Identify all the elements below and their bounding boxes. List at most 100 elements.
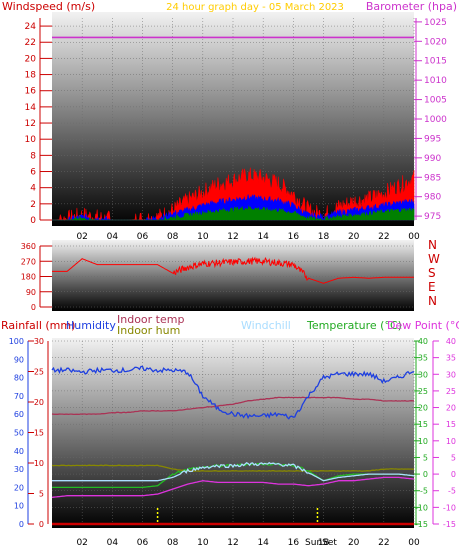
dew-point-label: Dew Point (°C): [387, 319, 459, 332]
wind-x-axis: 02 04 06 08 10 12 14 16 18 20 22 00: [76, 232, 420, 242]
dew-point-tick-label: 40: [446, 337, 456, 346]
direction-tick-label: 270: [21, 257, 36, 266]
humidity-tick-label: 90: [14, 355, 24, 364]
humidity-tick-label: 10: [14, 502, 24, 511]
temperature-tick-label: 40: [418, 337, 428, 346]
wind-low-area: [52, 204, 415, 222]
temperature-x-tick-label: 00: [408, 538, 420, 548]
wind-left-tick-label: 12: [25, 119, 36, 129]
dew-point-tick-label: -10: [443, 503, 456, 512]
rainfall-tick-label: 20: [34, 398, 44, 407]
barometer-tick-label: 980: [424, 193, 441, 203]
wind-x-tick-label: 00: [408, 232, 420, 242]
wind-left-tick-label: 18: [25, 71, 37, 81]
dew-point-tick-label: -5: [448, 487, 456, 496]
wind-left-tick-label: 0: [30, 216, 36, 226]
wind-left-tick-label: 4: [30, 184, 36, 194]
dew-point-series: [51, 476, 415, 499]
barometer-tick-label: 1010: [424, 76, 447, 86]
temperature-x-tick-label: 10: [197, 538, 209, 548]
temperature-tick-label: 35: [418, 354, 428, 363]
windspeed-label: Windspeed (m/s): [2, 0, 95, 13]
temperature-axis-right: -15 -10 -5 0 5 10 15 20 25 30 35 40: [432, 337, 456, 529]
barometer-label: Barometer (hpa): [366, 0, 457, 13]
dew-point-line: [51, 476, 415, 499]
windchill-series: [52, 461, 415, 482]
temperature-x-tick-label: 18: [318, 538, 330, 548]
direction-tick-label: 360: [21, 242, 36, 251]
temperature-plot-background: [52, 338, 414, 528]
dew-point-tick-label: 25: [446, 387, 456, 396]
temperature-x-tick-label: 06: [137, 538, 149, 548]
compass-point-label: W: [428, 252, 440, 266]
windchill-label: Windchill: [241, 319, 291, 332]
wind-x-tick-label: 02: [76, 232, 87, 242]
humidity-axis: 0 10 20 30 40 50 60 70 80 90 100: [9, 337, 29, 529]
windchill-line: [52, 461, 415, 482]
rainfall-label: Rainfall (mm): [1, 319, 75, 332]
direction-tick-label: 0: [31, 303, 36, 312]
barometer-right-axis: 975 980 985 990 995 1000 1005 1010 1015 1020 1025: [414, 18, 447, 222]
rainfall-axis: 0 5 10 15 20 25 30: [28, 337, 49, 529]
temperature-x-axis: 02 04 06 08 10 12 14 16 18 20 22 00: [76, 538, 420, 548]
direction-plot-background: [52, 240, 414, 311]
wind-x-tick-label: 10: [197, 232, 209, 242]
wind-x-tick-label: 16: [288, 232, 300, 242]
wind-left-tick-label: 16: [25, 87, 37, 97]
temperature-x-tick-label: 22: [378, 538, 389, 548]
wind-x-tick-label: 04: [107, 232, 119, 242]
wind-x-tick-label: 06: [137, 232, 149, 242]
barometer-tick-label: 985: [424, 173, 441, 183]
humidity-tick-label: 40: [14, 447, 24, 456]
compass-point-label: S: [428, 266, 436, 280]
temperature-x-tick-label: 08: [167, 538, 179, 548]
temperature-tick-label: 0: [423, 470, 428, 479]
barometer-tick-label: 990: [424, 154, 441, 164]
indoor-humidity-series: [51, 464, 415, 472]
wind-x-tick-label: 18: [318, 232, 330, 242]
rainfall-tick-label: 0: [39, 520, 44, 529]
wind-left-tick-label: 20: [25, 54, 37, 64]
humidity-tick-label: 30: [14, 465, 24, 474]
compass-point-label: N: [428, 238, 437, 252]
dew-point-tick-label: 35: [446, 354, 456, 363]
humidity-tick-label: 70: [14, 392, 24, 401]
humidity-label: Humidity: [66, 319, 116, 332]
temperature-tick-label: 15: [418, 420, 428, 429]
wind-left-tick-label: 24: [25, 22, 37, 32]
graph-date-title: 24 hour graph day - 05 March 2023: [166, 2, 344, 13]
wind-left-tick-label: 14: [25, 103, 37, 113]
barometer-tick-label: 1005: [424, 96, 447, 106]
barometer-tick-label: 1020: [424, 37, 447, 47]
indoor-temperature-line: [51, 396, 415, 416]
wind-left-tick-label: 8: [30, 151, 36, 161]
wind-left-tick-label: 6: [30, 168, 36, 178]
wind-x-tick-label: 12: [227, 232, 238, 242]
wind-direction-line: [52, 256, 414, 284]
humidity-line: [51, 365, 415, 420]
temperature-x-tick-label: 14: [257, 538, 269, 548]
dew-point-tick-label: 20: [446, 404, 456, 413]
wind-left-tick-label: 2: [30, 200, 36, 210]
wind-x-tick-label: 20: [348, 232, 360, 242]
rainfall-tick-label: 30: [34, 337, 44, 346]
temperature-x-tick-label: 12: [227, 538, 238, 548]
direction-grid: [52, 245, 414, 308]
temperature-tick-label: 10: [418, 437, 428, 446]
barometer-tick-label: 1025: [424, 18, 447, 28]
wind-x-tick-label: 14: [257, 232, 269, 242]
temperature-x-tick-label: 04: [107, 538, 119, 548]
indoor-humidity-line: [51, 464, 415, 472]
barometer-tick-label: 1015: [424, 57, 447, 67]
barometer-tick-label: 995: [424, 134, 441, 144]
rainfall-tick-label: 25: [34, 368, 44, 377]
compass-point-label: E: [428, 280, 436, 294]
direction-tick-label: 180: [21, 273, 36, 282]
humidity-tick-label: 60: [14, 410, 24, 419]
temperature-x-tick-label: 16: [288, 538, 300, 548]
wind-left-tick-label: 22: [25, 38, 36, 48]
